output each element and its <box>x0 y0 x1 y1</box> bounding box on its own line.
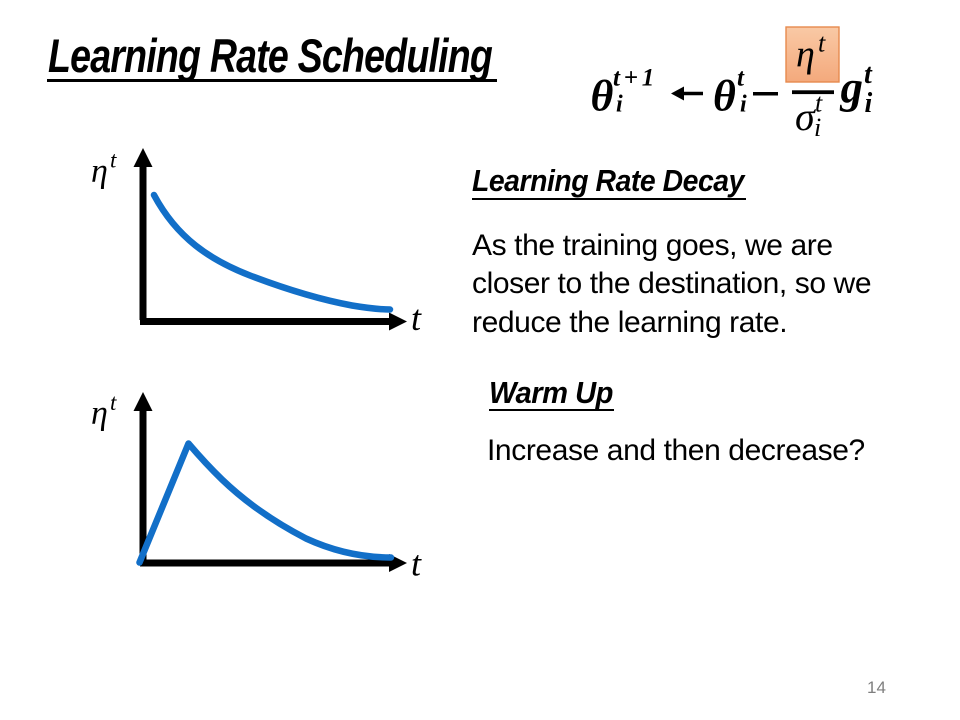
svg-text:g: g <box>840 63 864 113</box>
svg-text:t: t <box>864 59 873 90</box>
svg-text:t: t <box>110 148 117 173</box>
svg-text:i: i <box>616 92 623 118</box>
svg-text:i: i <box>814 113 821 142</box>
svg-text:η: η <box>91 153 108 190</box>
svg-text:η: η <box>796 34 815 76</box>
svg-text:σ: σ <box>795 94 816 139</box>
svg-text:θ: θ <box>591 72 614 121</box>
svg-text:t: t <box>411 544 422 584</box>
svg-text:i: i <box>740 92 747 118</box>
svg-text:t: t <box>815 89 823 118</box>
svg-text:t+1: t+1 <box>613 65 658 92</box>
svg-text:t: t <box>411 298 422 338</box>
svg-text:t: t <box>110 390 117 415</box>
svg-text:η: η <box>91 395 108 432</box>
svg-text:t: t <box>737 65 745 92</box>
svg-text:i: i <box>865 88 873 119</box>
svg-text:θ: θ <box>713 72 736 121</box>
svg-text:t: t <box>818 29 826 58</box>
